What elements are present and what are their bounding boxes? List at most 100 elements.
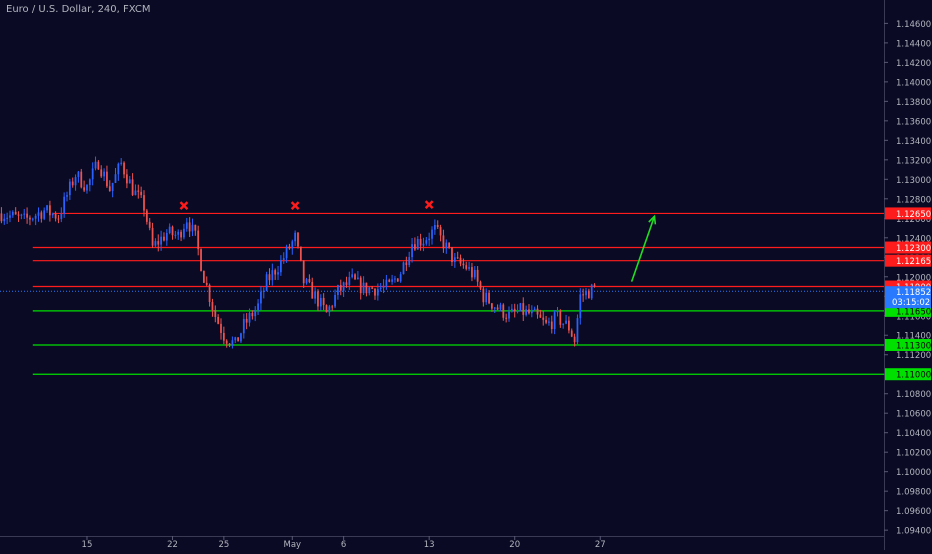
candle-body	[31, 218, 34, 220]
candle	[533, 306, 536, 311]
support-price-tag	[885, 368, 931, 381]
candle-body	[359, 277, 362, 294]
time-axis[interactable]: 15 22 25 May 6 13 20 27	[0, 536, 884, 550]
candle-body	[51, 213, 54, 216]
candle	[473, 266, 476, 280]
candle-body	[11, 211, 14, 216]
candle	[576, 314, 579, 346]
candle-body	[311, 281, 314, 299]
price-axis[interactable]: 1.14600 1.14400 1.14200 1.14000 1.13800 1.136…	[884, 0, 931, 550]
candle-body	[134, 190, 137, 196]
candle-body	[297, 232, 299, 247]
candle	[11, 210, 14, 218]
candle-body	[74, 177, 77, 186]
candle-body	[208, 284, 211, 302]
candle	[337, 284, 339, 300]
candle-body	[408, 257, 411, 266]
candle	[46, 204, 48, 213]
candle-body	[57, 218, 60, 220]
candle-body	[519, 303, 522, 311]
candle-body	[502, 304, 505, 318]
candle	[97, 160, 100, 170]
candle-body	[399, 274, 402, 282]
price-tick-label: 1.09400	[896, 527, 931, 537]
candle	[565, 314, 567, 325]
candle-body	[516, 310, 519, 312]
candle	[174, 230, 177, 239]
up-arrow	[630, 214, 657, 282]
candle	[556, 306, 559, 317]
candle	[391, 274, 393, 285]
candle	[559, 309, 562, 328]
symbol-title: Euro / U.S. Dollar, 240, FXCM	[6, 4, 151, 15]
candle-body	[451, 247, 453, 263]
candle	[240, 332, 242, 343]
price-tick-label: 1.13400	[896, 137, 931, 147]
candle-body	[117, 163, 120, 175]
time-tick-label: May	[284, 540, 302, 550]
candle-body	[26, 213, 28, 218]
candle-body	[482, 288, 485, 303]
candle	[126, 169, 128, 189]
candle	[508, 306, 510, 322]
candle-body	[220, 323, 222, 333]
candle	[43, 207, 46, 221]
price-tick-label: 1.13000	[896, 176, 931, 186]
candle-body	[108, 186, 111, 192]
candle-body	[468, 267, 470, 269]
candle-body	[37, 212, 40, 216]
candle-body	[228, 343, 231, 346]
candle	[510, 304, 513, 313]
candle-body	[103, 171, 105, 177]
candle-body	[476, 269, 479, 282]
candle	[394, 275, 396, 283]
candle	[114, 167, 117, 184]
candle	[20, 213, 23, 220]
candle	[120, 158, 123, 166]
candle-body	[120, 162, 123, 164]
candle	[271, 263, 274, 286]
candle-body	[416, 238, 419, 250]
candle-body	[587, 290, 590, 299]
candle-body	[34, 215, 37, 219]
candle-body	[465, 265, 468, 269]
time-tick-label: 13	[424, 540, 435, 550]
candle	[191, 218, 194, 237]
candle	[257, 299, 259, 315]
price-tick-label: 1.11200	[896, 351, 931, 361]
candle	[211, 298, 214, 317]
candle	[128, 175, 131, 184]
candle	[374, 288, 376, 300]
candle	[66, 191, 68, 202]
candle	[168, 223, 171, 235]
candle-body	[585, 290, 587, 296]
candle	[485, 288, 488, 305]
candle	[108, 180, 111, 192]
candle-body	[351, 274, 354, 278]
candle-body	[91, 168, 94, 180]
candle	[402, 261, 405, 275]
candle	[86, 184, 88, 194]
candle-body	[299, 246, 302, 261]
candle	[431, 226, 433, 245]
candle-body	[365, 282, 368, 294]
candle-body	[522, 303, 525, 315]
candle	[200, 248, 202, 272]
candle	[414, 237, 416, 251]
candle-body	[525, 309, 528, 315]
candle-body	[200, 249, 202, 271]
candle	[505, 313, 508, 323]
last-price-label: 1.11852	[896, 288, 931, 298]
candle-body	[274, 270, 277, 275]
candle-body	[533, 308, 536, 310]
x-marker	[290, 201, 300, 210]
candle	[368, 286, 371, 296]
candle-body	[491, 303, 493, 309]
candle	[585, 287, 587, 300]
candle	[148, 218, 151, 231]
candle-body	[191, 224, 194, 232]
candle	[51, 212, 54, 219]
candle	[516, 304, 519, 314]
x-marker-stroke	[290, 201, 300, 210]
